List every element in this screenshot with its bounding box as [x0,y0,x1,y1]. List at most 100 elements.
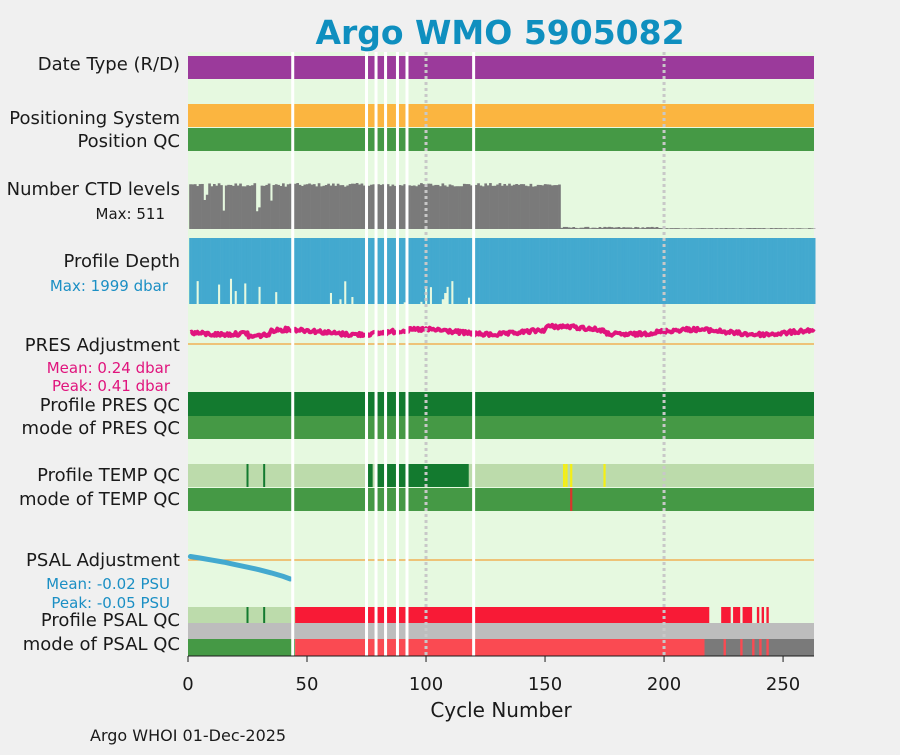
profile-depth-bar [753,238,756,304]
profile-depth-bar [458,238,461,304]
ctd-level-bar [275,184,278,229]
ctd-level-bar [810,228,813,229]
profile-depth-bar [591,238,594,304]
ctd-level-bar [225,186,228,229]
profile-depth-bar [599,238,602,304]
ctd-level-bar [744,228,747,229]
depth-max-annotation: Max: 1999 dbar [50,277,169,295]
ctd-level-bar [520,184,523,229]
ctd-level-bar [461,186,464,229]
ctd-level-bar [622,227,625,229]
profile-depth-bar [634,238,637,304]
ctd-level-bar [484,183,487,229]
ctd-level-bar [603,227,606,229]
ctd-level-bar [325,185,328,229]
profile-depth-bar [192,238,195,304]
profile-depth-bar [632,238,635,304]
ctd-level-bar [699,228,702,229]
row-label-positioning-system: Positioning System [9,108,180,129]
ctd-level-bar [501,186,504,229]
footer-credit: Argo WHOI 01-Dec-2025 [90,726,286,745]
temp-qc-tick [247,464,249,487]
ctd-level-bar [306,184,309,229]
profile-depth-bar [311,238,314,304]
ctd-level-bar [356,183,359,229]
ctd-level-bar [399,185,402,229]
ctd-level-bar [682,228,685,229]
profile-depth-bar [637,238,640,304]
profile-depth-bar [541,238,544,304]
ctd-level-bar [344,187,347,229]
ctd-level-bar [358,185,361,229]
profile-depth-bar [349,238,352,304]
profile-depth-bar [525,238,528,304]
ctd-level-bar [313,184,316,229]
psal-qc-segment [757,607,759,623]
ctd-level-bar [441,183,444,229]
ctd-level-bar [337,184,340,229]
ctd-level-bar [715,228,718,229]
ctd-level-bar [749,228,752,229]
ctd-level-bar [584,227,587,229]
ctd-level-bar [320,186,323,229]
ctd-level-bar [703,228,706,229]
profile-depth-bar [308,238,311,304]
ctd-level-bar [656,227,659,229]
temp-mode-bar [188,488,814,511]
ctd-level-bar [599,227,602,229]
ctd-level-bar [768,228,771,229]
x-axis-label: Cycle Number [430,698,572,722]
ctd-level-bar [718,228,721,229]
profile-depth-bar [689,238,692,304]
temp-mode-tick [570,488,572,511]
missing-cycle-gap [375,52,378,656]
ctd-level-bar [230,185,233,229]
ctd-level-bar [311,185,314,229]
profile-depth-bar [463,238,466,304]
profile-depth-bar [596,238,599,304]
ctd-level-bar [515,184,518,229]
row-label-pres-adjustment: PRES Adjustment [25,335,180,356]
profile-depth-bar [377,238,380,304]
ctd-level-bar [415,186,418,229]
ctd-level-bar [246,185,249,229]
ctd-level-bar [530,184,533,229]
profile-depth-bar [615,238,618,304]
profile-depth-bar [208,238,211,304]
profile-depth-bar [644,238,647,304]
profile-depth-bar [456,238,459,304]
ctd-level-bar [430,184,433,229]
row-label-psal-adjustment: PSAL Adjustment [26,550,180,571]
profile-depth-bar [518,238,521,304]
ctd-level-bar [556,185,559,229]
ctd-level-bar [223,211,226,229]
profile-depth-bar [684,238,687,304]
profile-depth-bar [799,238,802,304]
ctd-level-bar [644,228,647,229]
profile-depth-bar [380,238,383,304]
ctd-level-bar [334,186,337,229]
profile-depth-bar [558,238,561,304]
x-tick-label: 100 [409,674,443,695]
profile-depth-bar [646,238,649,304]
temp-qc-segment [469,464,814,487]
profile-depth-bar [487,238,490,304]
psal-qc-segment [762,607,764,623]
ctd-level-bar [387,184,390,229]
psal-qc-segment [733,607,740,623]
profile-depth-bar [770,238,773,304]
missing-cycle-gap [384,52,387,656]
ctd-level-bar [701,228,704,229]
x-tick-label: 50 [296,674,319,695]
profile-depth-bar [739,238,742,304]
ctd-level-bar [389,186,392,229]
ctd-level-bar [339,185,342,229]
ctd-level-bar [770,228,773,229]
ctd-level-bar [332,184,335,229]
profile-depth-bar [418,238,421,304]
ctd-level-bar [722,228,725,229]
profile-depth-bar [627,238,630,304]
ctd-level-bar [777,228,780,229]
row-label-profile-depth: Profile Depth [63,251,180,272]
profile-depth-bar [568,238,571,304]
